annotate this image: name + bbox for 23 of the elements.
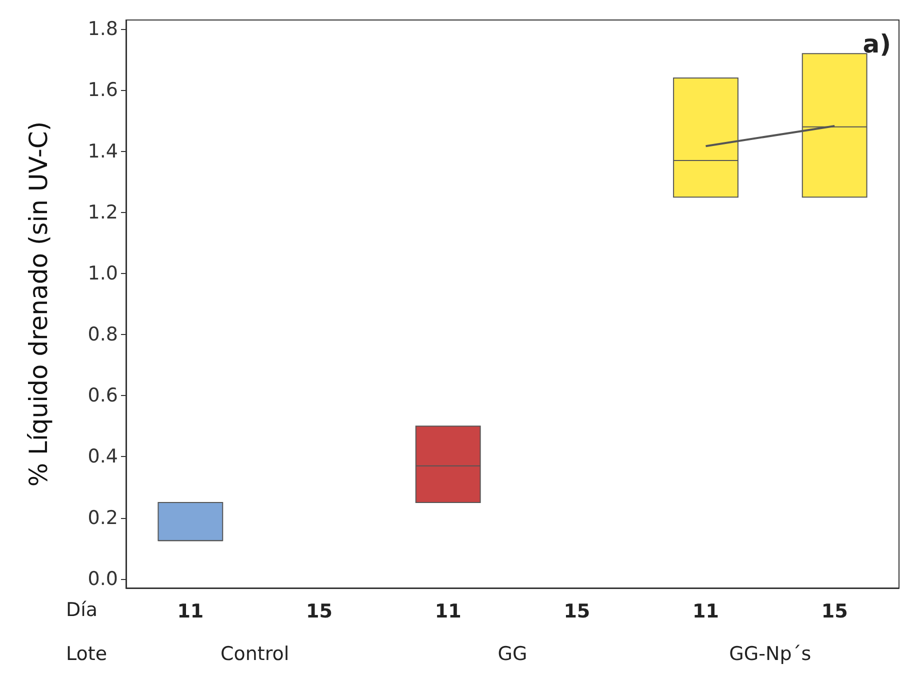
y-tick-label: 1.2 bbox=[88, 201, 118, 224]
y-tick-label: 0.2 bbox=[88, 506, 118, 529]
x-tick-label: 15 bbox=[821, 600, 848, 622]
y-tick-label: 1.4 bbox=[88, 140, 118, 162]
text: GG bbox=[498, 643, 528, 665]
annotation: a) bbox=[862, 30, 891, 58]
y-tick-label: 0.8 bbox=[88, 324, 118, 346]
text: Lote bbox=[66, 643, 108, 665]
x-tick-label: 11 bbox=[177, 600, 204, 622]
y-tick-label: 1.0 bbox=[88, 262, 118, 284]
text: GG-Np´s bbox=[729, 643, 812, 665]
text: Control bbox=[220, 643, 290, 665]
text: Día bbox=[66, 599, 98, 621]
y-tick-label: 1.6 bbox=[88, 79, 118, 102]
y-tick-label: 0.6 bbox=[88, 384, 118, 407]
x-tick-label: 11 bbox=[434, 600, 462, 622]
x-tick-label: 15 bbox=[306, 600, 332, 622]
y-tick-label: 0.0 bbox=[88, 568, 118, 590]
y-tick-label: 1.8 bbox=[88, 18, 118, 40]
y-tick-label: 0.4 bbox=[88, 446, 118, 468]
y-axis-title: % Líquido drenado (sin UV-C) bbox=[24, 121, 53, 487]
x-tick-label: 15 bbox=[564, 600, 590, 622]
x-tick-label: 11 bbox=[692, 600, 719, 622]
